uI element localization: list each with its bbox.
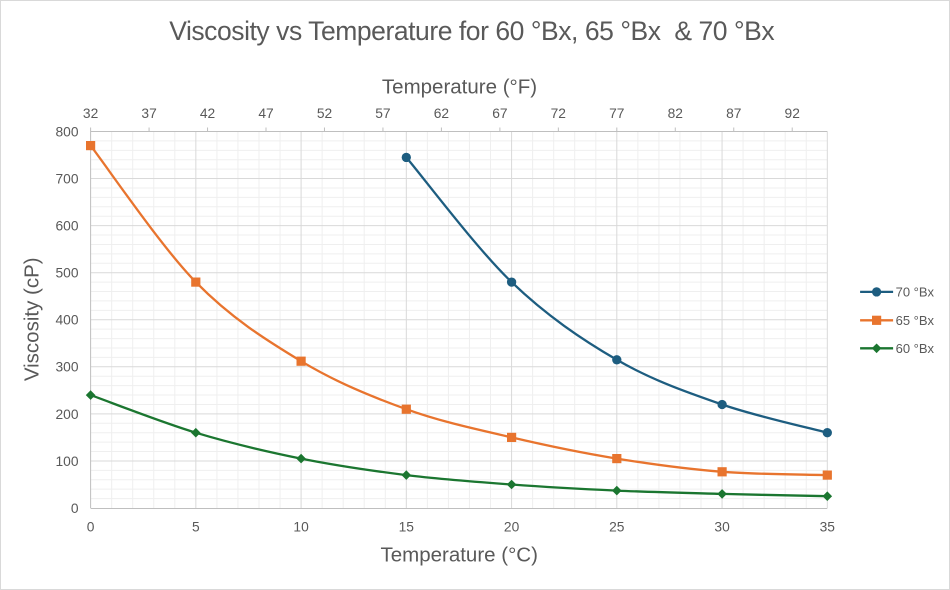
- svg-text:Viscosity vs Temperature for 6: Viscosity vs Temperature for 60 °Bx, 65 …: [169, 16, 774, 46]
- svg-text:400: 400: [55, 313, 78, 328]
- svg-text:72: 72: [551, 106, 566, 121]
- svg-text:5: 5: [192, 520, 200, 535]
- svg-text:92: 92: [785, 106, 800, 121]
- svg-text:62: 62: [434, 106, 449, 121]
- svg-text:35: 35: [820, 520, 836, 535]
- svg-text:70 °Bx: 70 °Bx: [896, 284, 935, 299]
- svg-text:500: 500: [55, 266, 78, 281]
- svg-text:32: 32: [83, 106, 98, 121]
- svg-text:37: 37: [141, 106, 156, 121]
- svg-text:67: 67: [492, 106, 507, 121]
- svg-text:600: 600: [55, 219, 78, 234]
- svg-text:65 °Bx: 65 °Bx: [896, 313, 935, 328]
- svg-text:82: 82: [668, 106, 683, 121]
- svg-text:10: 10: [293, 520, 309, 535]
- svg-text:0: 0: [87, 520, 95, 535]
- svg-text:42: 42: [200, 106, 215, 121]
- svg-text:0: 0: [71, 501, 79, 516]
- svg-text:87: 87: [726, 106, 741, 121]
- svg-text:25: 25: [609, 520, 625, 535]
- svg-text:47: 47: [258, 106, 273, 121]
- svg-text:800: 800: [55, 124, 78, 139]
- svg-text:Temperature (°C): Temperature (°C): [380, 544, 537, 567]
- svg-text:57: 57: [375, 106, 390, 121]
- svg-text:52: 52: [317, 106, 332, 121]
- svg-text:100: 100: [55, 454, 78, 469]
- svg-text:300: 300: [55, 360, 78, 375]
- svg-text:30: 30: [714, 520, 730, 535]
- svg-text:20: 20: [504, 520, 520, 535]
- svg-text:Viscosity (cP): Viscosity (cP): [20, 257, 43, 381]
- svg-text:15: 15: [399, 520, 415, 535]
- svg-text:Temperature (°F): Temperature (°F): [382, 76, 537, 99]
- svg-text:200: 200: [55, 407, 78, 422]
- svg-text:77: 77: [609, 106, 624, 121]
- svg-text:700: 700: [55, 172, 78, 187]
- svg-text:60 °Bx: 60 °Bx: [896, 341, 935, 356]
